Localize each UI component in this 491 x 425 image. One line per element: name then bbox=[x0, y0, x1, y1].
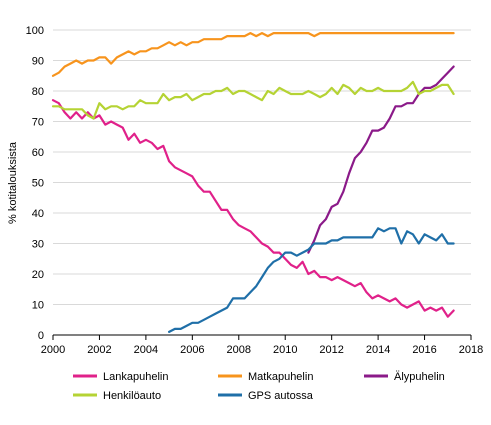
x-tick-label: 2016 bbox=[412, 344, 436, 356]
legend-label: Älypuhelin bbox=[394, 371, 445, 383]
x-tick-label: 2004 bbox=[134, 344, 158, 356]
legend-label: GPS autossa bbox=[248, 390, 314, 402]
legend-label: Matkapuhelin bbox=[248, 371, 313, 383]
legend-label: Lankapuhelin bbox=[103, 371, 168, 383]
y-tick-label: 70 bbox=[32, 117, 44, 129]
series-line-gps-autossa bbox=[168, 227, 455, 333]
y-tick-label: 0 bbox=[38, 330, 44, 342]
series-line-alypuhelin bbox=[307, 65, 455, 254]
series-line-henkiloauto bbox=[51, 80, 455, 120]
y-tick-label: 80 bbox=[32, 86, 44, 98]
legend-label: Henkilöauto bbox=[103, 390, 161, 402]
y-tick-label: 30 bbox=[32, 239, 44, 251]
legend: Lankapuhelin Matkapuhelin Älypuhelin Henkil… bbox=[73, 371, 445, 402]
x-tick-label: 2000 bbox=[41, 344, 65, 356]
series-group bbox=[51, 32, 455, 333]
y-tick-label: 10 bbox=[32, 300, 44, 312]
x-tick-label: 2010 bbox=[273, 344, 297, 356]
y-tick-label: 60 bbox=[32, 147, 44, 159]
grid-lines bbox=[53, 29, 471, 305]
x-tick-label: 2008 bbox=[227, 344, 251, 356]
x-tick-label: 2014 bbox=[366, 344, 390, 356]
y-tick-label: 50 bbox=[32, 178, 44, 190]
series-line-lankapuhelin bbox=[51, 99, 455, 318]
series-line-matkapuhelin bbox=[51, 32, 455, 77]
y-tick-label: 100 bbox=[26, 25, 44, 37]
axes: 0 10 20 30 40 50 60 70 80 90 100 2000 2002 2004 2006 20… bbox=[26, 25, 484, 356]
y-tick-label: 90 bbox=[32, 56, 44, 68]
x-tick-label: 2012 bbox=[319, 344, 343, 356]
x-tick-label: 2002 bbox=[87, 344, 111, 356]
y-tick-label: 20 bbox=[32, 269, 44, 281]
x-tick-label: 2018 bbox=[459, 344, 483, 356]
x-tick-label: 2006 bbox=[180, 344, 204, 356]
y-tick-label: 40 bbox=[32, 208, 44, 220]
y-axis-label: % kotitalouksista bbox=[7, 141, 19, 224]
